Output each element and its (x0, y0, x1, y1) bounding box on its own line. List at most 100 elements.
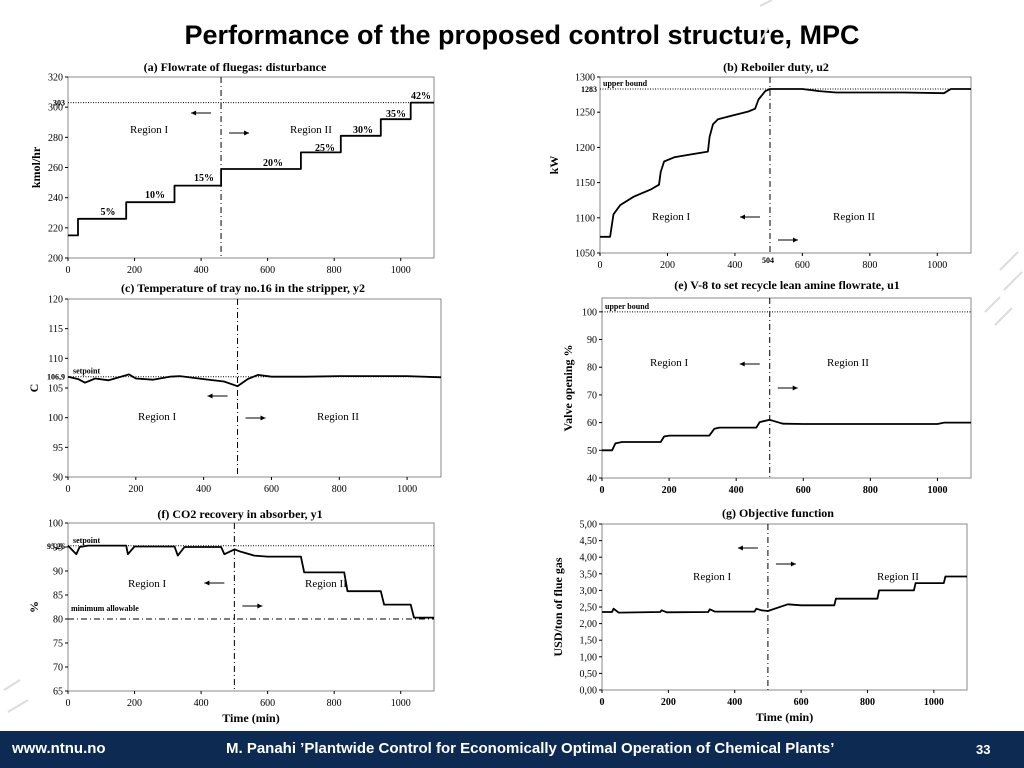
series-line (68, 101, 434, 237)
plot-frame (599, 76, 972, 254)
y-tick-label: 5,00 (580, 520, 598, 531)
chart-g: (g) Objective function 0,00 0,50 1,00 1,50 2,… (551, 506, 968, 724)
y-tick-label: 300 (48, 103, 63, 114)
region-label: Region II (290, 124, 332, 136)
y-tick-label: 80 (587, 363, 597, 374)
arrowhead-left-icon (207, 393, 213, 399)
x-tick-label: 200 (127, 698, 142, 709)
chart-title: (f) CO2 recovery in absorber, y1 (157, 507, 322, 521)
y-tick-label: 40 (587, 474, 597, 485)
reference-name-label: upper bound (605, 302, 650, 311)
plot-frame (67, 76, 435, 259)
y-tick-label: 75 (53, 639, 63, 650)
y-tick-label: 2,00 (580, 619, 598, 630)
x-tick-label: 800 (860, 697, 875, 708)
arrowhead-left-icon (739, 361, 745, 367)
x-tick-label: 0 (66, 698, 71, 709)
reference-name-label: upper bound (603, 79, 648, 88)
chart-title: (a) Flowrate of fluegas: disturbance (144, 60, 327, 74)
y-tick-label: 1150 (575, 178, 595, 189)
series-line (67, 373, 442, 388)
y-tick-label: 95 (53, 543, 63, 554)
chart-title: (e) V-8 to set recycle lean amine flowra… (674, 278, 900, 292)
y-tick-label: 60 (587, 418, 597, 429)
plot-frame (67, 522, 435, 692)
x-tick-label: 0 (66, 484, 71, 495)
x-tick-label: 400 (727, 260, 742, 271)
y-axis-label: USD/ton of flue gas (551, 557, 565, 656)
x-tick-label: 400 (729, 485, 744, 496)
y-tick-label: 65 (53, 687, 63, 698)
decor-strokes-left (3, 679, 29, 713)
y-tick-label: 1200 (575, 143, 595, 154)
y-tick-label: 0,50 (580, 669, 598, 680)
x-tick-label: 1000 (927, 485, 947, 496)
decor-strokes-top (759, 0, 773, 43)
y-tick-label: 0,00 (580, 686, 598, 697)
step-annotation: 30% (353, 125, 373, 136)
arrowhead-left-icon (739, 214, 745, 220)
x-tick-label: 800 (863, 485, 878, 496)
y-tick-label: 100 (48, 413, 63, 424)
x-tick-label: 1000 (924, 697, 944, 708)
y-axis-label: C (27, 384, 41, 393)
reference-value-label: 95,26 (47, 542, 65, 551)
plot-frame (601, 523, 968, 691)
plot-frame (67, 298, 442, 478)
arrowhead-right-icon (792, 385, 798, 391)
y-tick-label: 1,00 (580, 652, 598, 663)
reference-value-label: 106,9 (47, 373, 65, 382)
region-label: Region I (130, 124, 169, 136)
region-label: Region II (305, 578, 347, 590)
x-tick-label: 800 (327, 265, 342, 276)
arrowhead-right-icon (790, 561, 796, 567)
footer-url[interactable]: www.ntnu.no (12, 740, 106, 757)
step-annotation: 42% (411, 91, 431, 102)
y-axis-label: kW (547, 156, 561, 175)
y-tick-label: 85 (53, 591, 63, 602)
y-axis-label: % (27, 601, 41, 613)
y-tick-label: 200 (48, 254, 63, 265)
x-axis-label: Time (min) (222, 711, 279, 725)
reference-value-label: 1283 (581, 85, 597, 94)
reference-value-label: 303 (53, 99, 65, 108)
reference-name-label: setpoint (73, 536, 100, 545)
region-label: Region II (833, 211, 875, 223)
footer-citation: M. Panahi ’Plantwide Control for Economi… (226, 740, 835, 757)
chart-e: (e) V-8 to set recycle lean amine flowra… (561, 278, 972, 496)
boundary-value-label: 504 (762, 256, 774, 265)
step-annotation: 15% (194, 173, 214, 184)
chart-title: (g) Objective function (722, 506, 834, 520)
chart-b: (b) Reboiler duty, u2 1050 1100 1150 1200 125… (547, 60, 972, 271)
chart-c: (c) Temperature of tray no.16 in the str… (27, 281, 442, 495)
step-annotation: 25% (315, 143, 335, 154)
x-tick-label: 400 (196, 484, 211, 495)
y-axis-label: kmol/hr (29, 146, 43, 188)
chart-f: (f) CO2 recovery in absorber, y1 65 70 75 80… (27, 507, 435, 725)
slide-title: Performance of the proposed control stru… (184, 20, 860, 50)
y-tick-label: 4,50 (580, 536, 598, 547)
chart-title: (c) Temperature of tray no.16 in the str… (121, 281, 365, 295)
arrowhead-left-icon (191, 110, 197, 116)
y-tick-label: 120 (48, 295, 63, 306)
step-annotation: 35% (386, 109, 406, 120)
x-tick-label: 600 (794, 697, 809, 708)
y-tick-label: 90 (53, 473, 63, 484)
y-tick-label: 2,50 (580, 603, 598, 614)
x-tick-label: 600 (260, 698, 275, 709)
footer-bar: www.ntnu.no M. Panahi ’Plantwide Control… (0, 731, 1024, 768)
x-tick-label: 400 (194, 698, 209, 709)
x-tick-label: 0 (66, 265, 71, 276)
background-decoration (3, 0, 1023, 713)
decor-strokes-right (984, 251, 1023, 326)
reference-name-label: setpoint (73, 367, 100, 376)
arrowhead-left-icon (737, 545, 743, 551)
y-tick-label: 4,00 (580, 553, 598, 564)
x-tick-label: 400 (194, 265, 209, 276)
step-annotation: 5% (101, 207, 116, 218)
x-tick-label: 200 (128, 484, 143, 495)
y-tick-label: 105 (48, 384, 63, 395)
x-tick-label: 400 (727, 697, 742, 708)
y-tick-label: 95 (53, 443, 63, 454)
region-label: Region I (128, 578, 167, 590)
